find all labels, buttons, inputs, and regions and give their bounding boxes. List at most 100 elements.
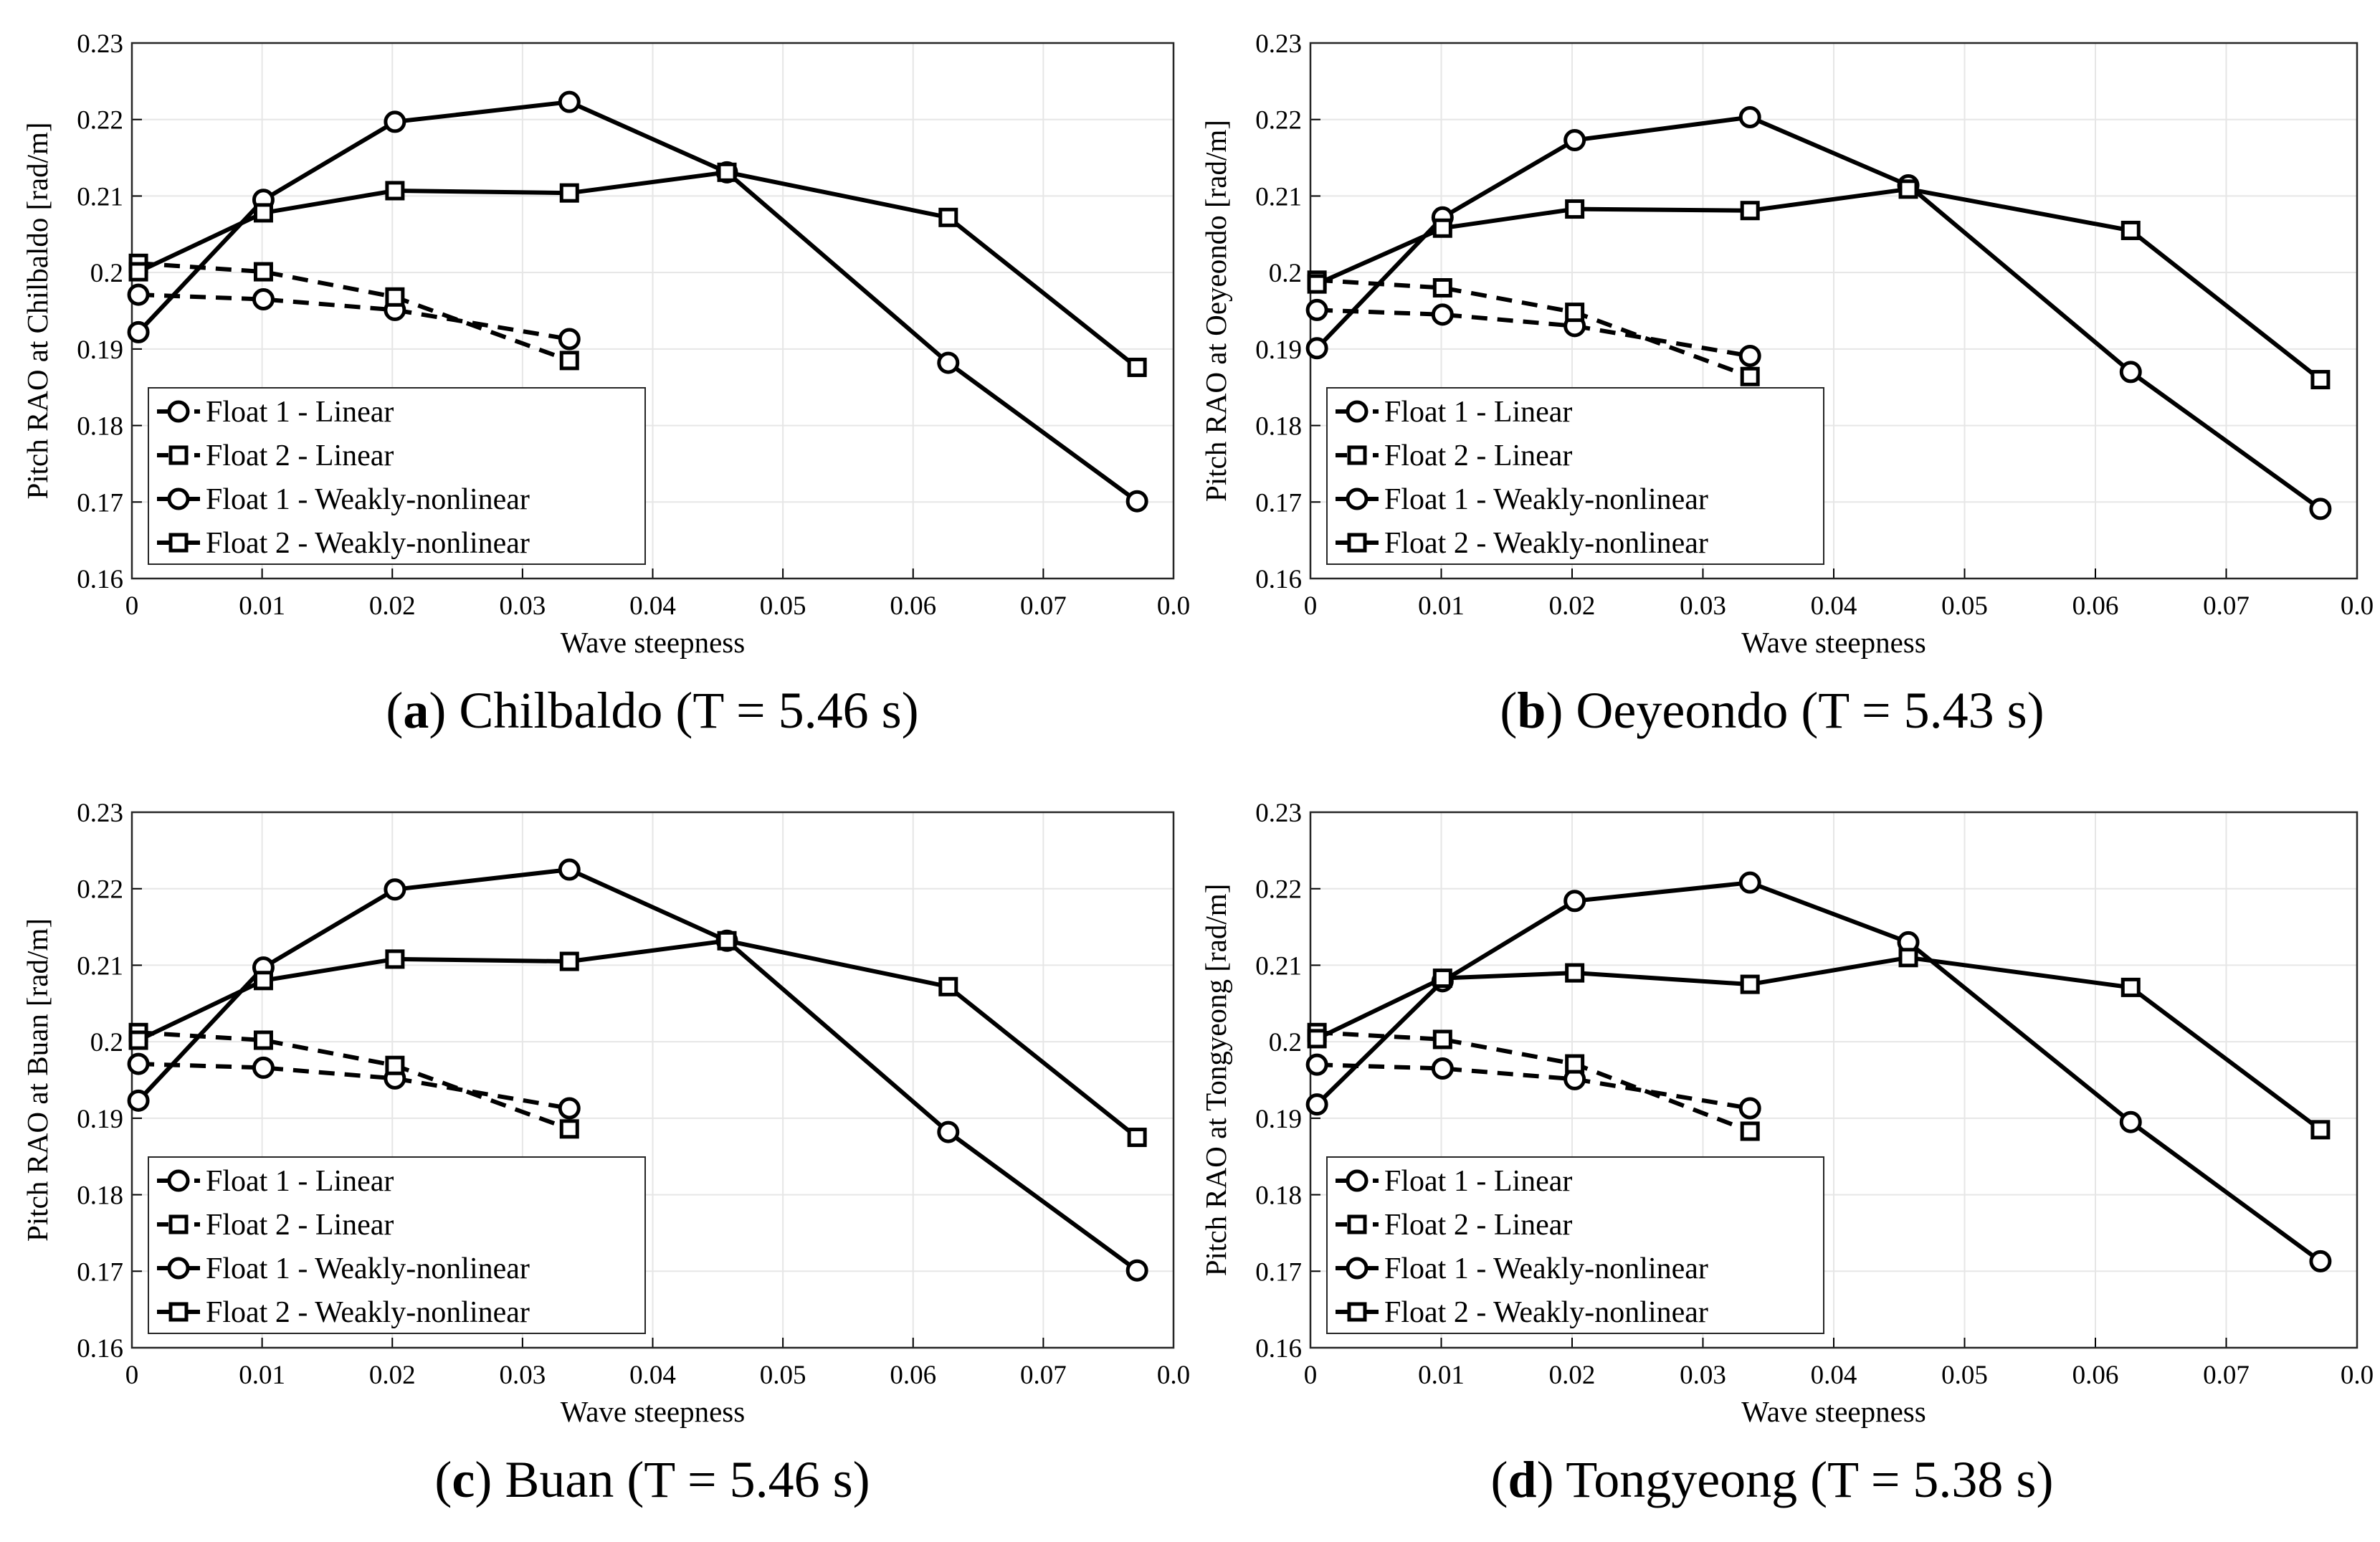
- legend-label: Float 2 - Weakly-nonlinear: [1384, 527, 1708, 560]
- chart-panel-b: 0 0.01 0.02 0.03 0.04 0.05 0.06 0.07 0.0 0.16 0.17…: [1199, 29, 2374, 739]
- data-point-s4: [385, 949, 405, 969]
- y-tick-label: 0.22: [1255, 875, 1302, 905]
- y-tick-label: 0.17: [1255, 1257, 1302, 1287]
- data-point-s1: [1305, 298, 1328, 321]
- data-point-s3: [1305, 337, 1328, 360]
- caption-title: Chilbaldo (T = 5.46 s): [446, 682, 918, 739]
- chart-panel-a: 0 0.01 0.02 0.03 0.04 0.05 0.06 0.07 0.0 0.16 0.17…: [21, 29, 1190, 739]
- data-point-s2: [253, 1030, 273, 1050]
- series-line-1: [1316, 308, 1751, 358]
- x-tick-label: 0.03: [1680, 591, 1726, 621]
- data-point-s4: [2310, 1120, 2331, 1140]
- data-point-s3: [937, 351, 960, 374]
- data-point-s3: [1738, 106, 1761, 129]
- data-point-s2: [559, 351, 579, 371]
- data-point-s4: [2310, 370, 2331, 390]
- legend-label: Float 1 - Weakly-nonlinear: [1384, 483, 1708, 516]
- data-point-s4: [253, 203, 273, 223]
- axes-frame: [130, 811, 1175, 1349]
- data-point-s4: [938, 207, 958, 227]
- x-tick-label: 0.02: [369, 1361, 416, 1390]
- data-point-s4: [253, 971, 273, 991]
- data-point-s3: [2119, 1110, 2142, 1133]
- x-tick-label: 0.05: [1941, 1361, 1988, 1390]
- legend-marker: [168, 1302, 189, 1322]
- legend-label: Float 1 - Linear: [1384, 396, 1572, 429]
- axes-frame: [130, 42, 1175, 580]
- legend-label: Float 1 - Linear: [1384, 1165, 1572, 1198]
- data-point-s4: [1127, 1128, 1147, 1148]
- series-line-1: [138, 1062, 570, 1110]
- x-tick-label: 0.02: [1549, 1361, 1596, 1390]
- x-tick-label: 0: [125, 591, 139, 621]
- legend: Float 1 - Linear Float 2 - Linear Float 1 …: [1326, 1156, 1824, 1334]
- legend-marker: [167, 487, 190, 510]
- data-point-s4: [1565, 963, 1585, 983]
- data-point-s3: [937, 1120, 960, 1143]
- data-point-s2: [1740, 366, 1760, 386]
- legend-label: Float 2 - Linear: [1384, 1209, 1572, 1242]
- data-point-s2: [559, 1119, 579, 1139]
- x-tick-label: 0.06: [2072, 591, 2119, 621]
- legend-label: Float 2 - Weakly-nonlinear: [1384, 1296, 1708, 1329]
- x-tick-label: 0: [1304, 591, 1318, 621]
- x-tick-label: 0.03: [1680, 1361, 1726, 1390]
- data-point-s1: [558, 328, 581, 351]
- data-point-s3: [1563, 129, 1586, 152]
- x-tick-label: 0.02: [369, 591, 416, 621]
- legend-box: [1326, 1156, 1824, 1334]
- data-point-s2: [253, 262, 273, 282]
- legend-marker: [1347, 1214, 1367, 1234]
- x-tick-label: 0.07: [2203, 591, 2250, 621]
- legend-box: [148, 1156, 646, 1334]
- y-tick-label: 0.19: [77, 335, 123, 365]
- y-tick-label: 0.18: [1255, 412, 1302, 442]
- y-axis-label: Pitch RAO at Buan [rad/m]: [21, 918, 54, 1242]
- data-point-s4: [1307, 1029, 1327, 1049]
- data-point-s3: [2309, 1250, 2332, 1272]
- legend-marker: [1346, 1257, 1368, 1280]
- legend-marker: [168, 533, 189, 553]
- data-point-s4: [385, 181, 405, 201]
- x-tick-label: 0.04: [629, 591, 676, 621]
- legend-label: Float 2 - Linear: [206, 1209, 394, 1242]
- y-tick-label: 0.2: [90, 1028, 123, 1057]
- data-point-s4: [2120, 220, 2141, 240]
- data-point-s3: [1305, 1093, 1328, 1116]
- data-point-s3: [1125, 1259, 1148, 1282]
- y-axis-label: Pitch RAO at Tongyeong [rad/m]: [1199, 884, 1232, 1277]
- legend-marker: [168, 445, 189, 465]
- x-tick-label: 0.04: [1811, 1361, 1857, 1390]
- legend-label: Float 1 - Weakly-nonlinear: [1384, 1252, 1708, 1285]
- legend-marker: [1347, 1302, 1367, 1322]
- data-point-s4: [1565, 199, 1585, 219]
- data-point-s3: [558, 858, 581, 881]
- x-tick-label: 0.04: [1811, 591, 1857, 621]
- x-tick-label: 0.06: [2072, 1361, 2119, 1390]
- data-point-s4: [1898, 948, 1918, 968]
- x-tick-label: 0.01: [1418, 1361, 1465, 1390]
- y-tick-label: 0.2: [90, 259, 123, 288]
- data-point-s3: [1125, 490, 1148, 513]
- panel-caption: (d) Tongyeong (T = 5.38 s): [1491, 1451, 2054, 1508]
- y-tick-label: 0.22: [1255, 106, 1302, 135]
- caption-title: Buan (T = 5.46 s): [492, 1451, 870, 1508]
- data-point-s4: [1898, 179, 1918, 199]
- x-tick-label: 0.03: [500, 1361, 546, 1390]
- data-point-s4: [717, 162, 737, 182]
- data-point-s1: [1305, 1053, 1328, 1076]
- data-point-s3: [558, 90, 581, 113]
- chart-panel-d: 0 0.01 0.02 0.03 0.04 0.05 0.06 0.07 0.0 0.16 0.17…: [1199, 799, 2374, 1508]
- data-point-s4: [1127, 357, 1147, 377]
- x-tick-label: 0.07: [1020, 1361, 1067, 1390]
- y-tick-label: 0.2: [1269, 1028, 1302, 1057]
- data-point-s1: [1431, 303, 1454, 326]
- legend-label: Float 2 - Weakly-nonlinear: [206, 527, 530, 560]
- legend-label: Float 1 - Linear: [206, 1165, 394, 1198]
- data-point-s4: [1740, 974, 1760, 994]
- data-point-s4: [938, 976, 958, 996]
- caption-letter: a: [403, 682, 429, 739]
- y-tick-label: 0.16: [77, 565, 123, 594]
- data-point-s4: [128, 1030, 148, 1050]
- x-tick-label: 0.05: [760, 591, 806, 621]
